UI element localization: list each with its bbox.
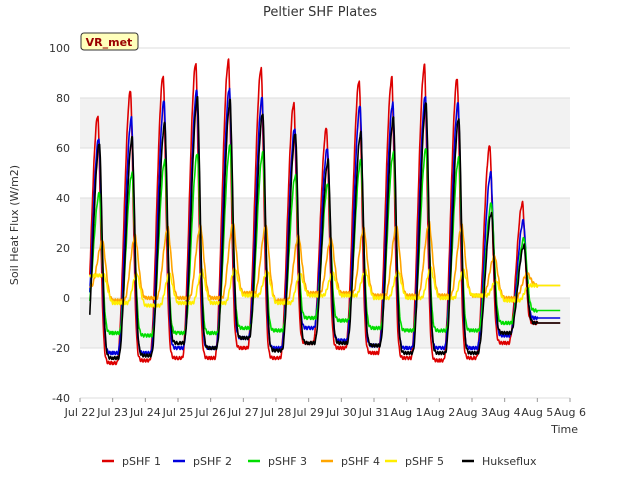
plot-band [80, 348, 570, 398]
y-tick-label: 0 [63, 292, 70, 305]
legend-label: pSHF 5 [405, 455, 444, 468]
legend-label: pSHF 3 [268, 455, 307, 468]
x-axis-label: Time [550, 423, 578, 436]
x-tick-label: Jul 22 [64, 406, 96, 419]
x-tick-label: Aug 6 [554, 406, 586, 419]
plot-band [80, 48, 570, 98]
series-line [89, 96, 561, 361]
legend-label: Hukseflux [482, 455, 537, 468]
x-tick-label: Jul 27 [227, 406, 259, 419]
x-tick-label: Jul 26 [194, 406, 226, 419]
legend-label: pSHF 4 [341, 455, 380, 468]
y-tick-label: 80 [56, 92, 70, 105]
x-tick-label: Jul 28 [260, 406, 292, 419]
x-tick-label: Aug 5 [521, 406, 553, 419]
x-tick-label: Aug 1 [391, 406, 423, 419]
x-tick-label: Jul 30 [325, 406, 357, 419]
y-axis-label: Soil Heat Flux (W/m2) [8, 165, 21, 285]
series-lines [89, 58, 561, 366]
legend-label: pSHF 2 [193, 455, 232, 468]
plot-band [80, 298, 570, 348]
y-tick-label: 100 [49, 42, 70, 55]
y-tick-label: -20 [52, 342, 70, 355]
y-tick-label: 60 [56, 142, 70, 155]
y-tick-label: 20 [56, 242, 70, 255]
series-line [89, 58, 561, 366]
site-badge-label: VR_met [86, 36, 133, 49]
y-tick-label: 40 [56, 192, 70, 205]
x-tick-label: Jul 29 [292, 406, 324, 419]
y-tick-label: -40 [52, 392, 70, 405]
x-tick-label: Jul 23 [96, 406, 128, 419]
x-tick-label: Jul 25 [162, 406, 194, 419]
x-tick-label: Aug 3 [456, 406, 488, 419]
site-badge-box [80, 32, 139, 51]
x-tick-label: Aug 4 [489, 406, 521, 419]
x-tick-label: Jul 31 [358, 406, 390, 419]
chart-title: Peltier SHF Plates [263, 5, 377, 20]
x-tick-label: Aug 2 [423, 406, 455, 419]
x-tick-labels: Jul 22 Jul 23 Jul 24 Jul 25 Jul 26 Jul 27 Jul … [64, 398, 586, 419]
legend-label: pSHF 1 [122, 455, 161, 468]
y-tick-labels: -40 -20 0 20 40 60 80 100 [49, 42, 70, 405]
x-tick-label: Jul 24 [129, 406, 161, 419]
legend: pSHF 1 pSHF 2 pSHF 3 pSHF 4 pSHF 5 Hukseflux [102, 455, 537, 468]
site-badge: VR_met [80, 32, 139, 51]
